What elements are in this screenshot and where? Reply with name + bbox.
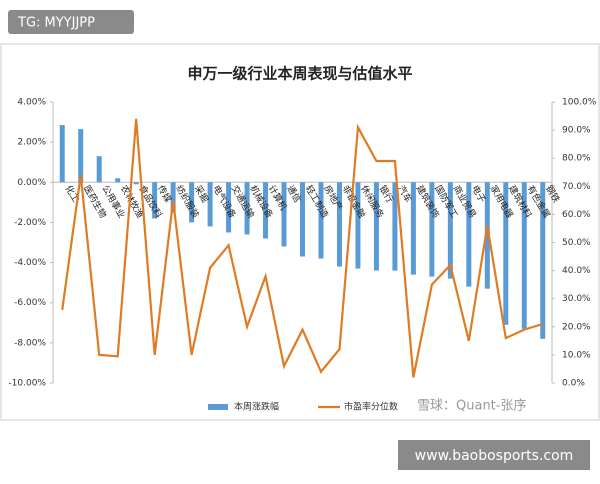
bar <box>447 182 453 279</box>
y2-tick-label: 20.0% <box>562 322 591 332</box>
bar <box>263 182 269 239</box>
badge: TG: MYYJJPP <box>17 16 95 31</box>
footer-bg <box>398 440 590 470</box>
bar <box>133 182 139 185</box>
bar <box>96 156 102 183</box>
legend-label: 市盈率分位数 <box>344 401 398 413</box>
legend-label: 本周涨跌幅 <box>234 401 279 413</box>
y2-tick-label: 80.0% <box>562 154 591 164</box>
bar <box>226 182 232 233</box>
y-tick-label: -4.00% <box>14 258 46 268</box>
chart-title: 申万一级行业本周表现与估值水平 <box>187 65 412 83</box>
y2-tick-label: 90.0% <box>562 126 591 136</box>
y-tick-label: -6.00% <box>14 298 46 308</box>
y-tick-label: 2.00% <box>17 138 46 148</box>
bar <box>484 182 490 289</box>
y-tick-label: 4.00% <box>17 98 46 108</box>
badge-bg <box>8 10 134 34</box>
y-tick-label: -2.00% <box>14 218 46 228</box>
y2-tick-label: 100.0% <box>562 98 597 108</box>
bar <box>410 182 416 275</box>
bar <box>318 182 324 259</box>
bar <box>244 182 250 235</box>
bar <box>152 182 158 219</box>
y-tick-label: -10.00% <box>8 379 46 389</box>
bar <box>115 178 121 183</box>
y2-tick-label: 0.0% <box>562 379 585 389</box>
bar <box>503 182 509 325</box>
bar <box>300 182 305 257</box>
bar <box>429 182 435 277</box>
y-tick-label: -8.00% <box>14 338 46 348</box>
bar <box>466 182 472 287</box>
bar <box>373 182 379 271</box>
bar <box>189 182 195 223</box>
line <box>61 118 544 378</box>
footer-url: www.baobosports.com <box>415 448 574 464</box>
y2-tick-label: 60.0% <box>562 210 591 220</box>
bar <box>59 125 65 183</box>
y2-tick-label: 50.0% <box>562 238 591 248</box>
bar <box>336 182 342 267</box>
bar <box>521 182 527 329</box>
bar <box>170 182 176 213</box>
bar <box>78 129 84 183</box>
y2-tick-label: 10.0% <box>562 350 591 360</box>
y2-tick-label: 30.0% <box>562 294 591 304</box>
bar <box>540 182 546 339</box>
bar <box>392 182 398 271</box>
y2-tick-label: 40.0% <box>562 266 591 276</box>
bar <box>281 182 287 247</box>
bar <box>355 182 361 269</box>
y2-tick-label: 70.0% <box>562 182 591 192</box>
legend-swatch <box>208 404 228 410</box>
y-tick-label: 0.00% <box>17 178 46 188</box>
bar <box>207 182 213 227</box>
watermark: 雪球：Quant-张序 <box>417 399 526 414</box>
